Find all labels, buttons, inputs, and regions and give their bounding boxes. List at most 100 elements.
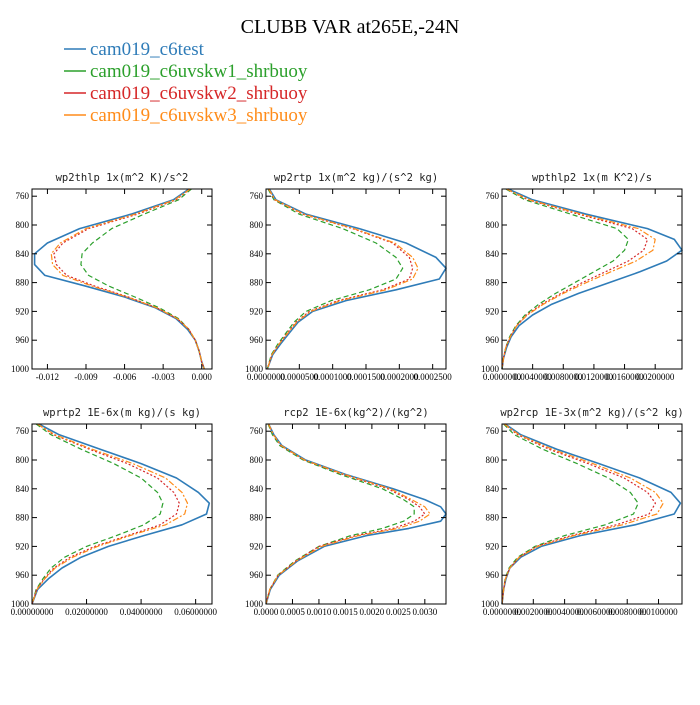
y-tick-label: 840 <box>250 484 264 494</box>
x-tick-label: 0.0200000 <box>636 372 675 382</box>
series-line <box>501 188 649 370</box>
y-tick-label: 880 <box>250 278 264 288</box>
series-line <box>501 188 630 370</box>
y-tick-label: 840 <box>16 484 30 494</box>
y-tick-label: 840 <box>486 484 500 494</box>
series-line <box>501 423 657 605</box>
chart-panel: rcp2 1E-6x(kg^2)/(kg^2) 760 800 840 880 920 96… <box>245 407 447 617</box>
x-tick-label: 0.0000 <box>254 607 279 617</box>
y-tick-label: 760 <box>16 426 30 436</box>
series-line <box>50 188 205 370</box>
chart-panel: wprtp2 1E-6x(m kg)/(s kg) 760 800 840 880 920… <box>11 407 218 617</box>
series-line <box>265 423 447 605</box>
series-line <box>501 423 682 605</box>
y-tick-label: 1000 <box>11 364 30 374</box>
figure-title: CLUBB VAR at265E,-24N <box>241 16 460 38</box>
y-tick-label: 760 <box>486 426 500 436</box>
chart-panel: wp2rcp 1E-3x(m^2 kg)/(s^2 kg)760 800 840 88… <box>481 407 684 617</box>
panel-title: wpthlp2 1x(m K^2)/s <box>532 172 652 184</box>
legend-entry: cam019_c6test <box>64 39 205 60</box>
x-tick-label: -0.003 <box>152 372 176 382</box>
panel-title: wp2thlp 1x(m^2 K)/s^2 <box>56 172 189 184</box>
x-tick-label: 0.0002500 <box>414 372 453 382</box>
x-tick-label: 0.0010 <box>307 607 332 617</box>
y-tick-label: 760 <box>486 191 500 201</box>
y-tick-label: 960 <box>250 335 264 345</box>
x-tick-label: 0.0015 <box>333 607 358 617</box>
panel-frame <box>501 423 683 605</box>
y-tick-label: 960 <box>486 335 500 345</box>
series-line <box>53 188 205 370</box>
series-line <box>501 423 639 605</box>
y-tick-label: 920 <box>486 306 500 316</box>
legend-entry: cam019_c6uvskw2_shrbuoy <box>64 83 308 104</box>
x-tick-label: 0.00000000 <box>11 607 54 617</box>
x-tick-label: 0.0080000 <box>544 372 583 382</box>
x-tick-label: -0.012 <box>36 372 59 382</box>
y-tick-label: 920 <box>486 541 500 551</box>
y-tick-label: 920 <box>16 541 30 551</box>
y-tick-label: 960 <box>16 570 30 580</box>
y-tick-label: 1000 <box>481 599 500 609</box>
x-tick-label: 0.0040000 <box>514 372 553 382</box>
legend-label: cam019_c6test <box>90 39 205 60</box>
series-line <box>501 188 656 370</box>
y-tick-label: 880 <box>486 278 500 288</box>
x-tick-label: 0.0120000 <box>575 372 614 382</box>
x-tick-label: 0.0000000 <box>483 607 522 617</box>
series-line <box>265 423 415 605</box>
x-tick-label: 0.0020 <box>360 607 385 617</box>
x-tick-label: 0.0040000 <box>545 607 584 617</box>
y-tick-label: 760 <box>250 426 264 436</box>
y-tick-label: 1000 <box>245 364 264 374</box>
y-tick-label: 920 <box>250 541 264 551</box>
series-line <box>266 188 414 370</box>
chart-panel: wp2rtp 1x(m^2 kg)/(s^2 kg) 760 800 840 880 92… <box>245 172 452 382</box>
x-tick-label: 0.0000500 <box>280 372 319 382</box>
x-tick-label: 0.0020000 <box>514 607 553 617</box>
panel-frame <box>265 423 447 605</box>
panel-title: wp2rtp 1x(m^2 kg)/(s^2 kg) <box>274 172 438 184</box>
legend-label: cam019_c6uvskw3_shrbuoy <box>90 105 308 126</box>
series-line <box>266 188 447 370</box>
x-tick-label: 0.0001000 <box>314 372 353 382</box>
y-tick-label: 760 <box>16 191 30 201</box>
series-line <box>33 188 206 370</box>
x-tick-label: 0.000 <box>192 372 213 382</box>
y-tick-label: 960 <box>16 335 30 345</box>
x-tick-label: -0.006 <box>113 372 137 382</box>
x-tick-label: 0.0002000 <box>380 372 419 382</box>
panel-frame <box>501 188 683 370</box>
series-line <box>31 423 211 605</box>
panel-grid: wp2thlp 1x(m^2 K)/s^2 760 800 840 880 920 960 1… <box>11 172 684 617</box>
series-line <box>501 423 664 605</box>
y-tick-label: 800 <box>16 220 30 230</box>
y-tick-label: 880 <box>486 513 500 523</box>
x-tick-label: 0.0001500 <box>347 372 386 382</box>
y-tick-label: 960 <box>250 570 264 580</box>
x-tick-label: 0.0030 <box>412 607 437 617</box>
y-tick-label: 880 <box>16 513 30 523</box>
panel-frame <box>265 188 447 370</box>
x-tick-label: 0.0100000 <box>639 607 678 617</box>
panel-title: wp2rcp 1E-3x(m^2 kg)/(s^2 kg) <box>500 407 683 419</box>
series-line <box>501 188 683 370</box>
x-tick-label: 0.0000000 <box>247 372 286 382</box>
x-tick-label: 0.0025 <box>386 607 411 617</box>
y-tick-label: 880 <box>16 278 30 288</box>
y-tick-label: 800 <box>486 220 500 230</box>
y-tick-label: 800 <box>16 455 30 465</box>
legend-label: cam019_c6uvskw2_shrbuoy <box>90 83 308 104</box>
x-tick-label: 0.02000000 <box>65 607 108 617</box>
legend-label: cam019_c6uvskw1_shrbuoy <box>90 61 308 82</box>
x-tick-label: 0.0000000 <box>483 372 522 382</box>
legend-entry: cam019_c6uvskw3_shrbuoy <box>64 105 308 126</box>
series-line <box>31 423 189 605</box>
legend: cam019_c6test cam019_c6uvskw1_shrbuoy ca… <box>64 39 308 126</box>
x-tick-label: 0.0005 <box>280 607 305 617</box>
series-line <box>80 188 205 370</box>
panel-frame <box>31 423 213 605</box>
series-line <box>31 423 164 605</box>
x-tick-label: 0.0160000 <box>605 372 644 382</box>
